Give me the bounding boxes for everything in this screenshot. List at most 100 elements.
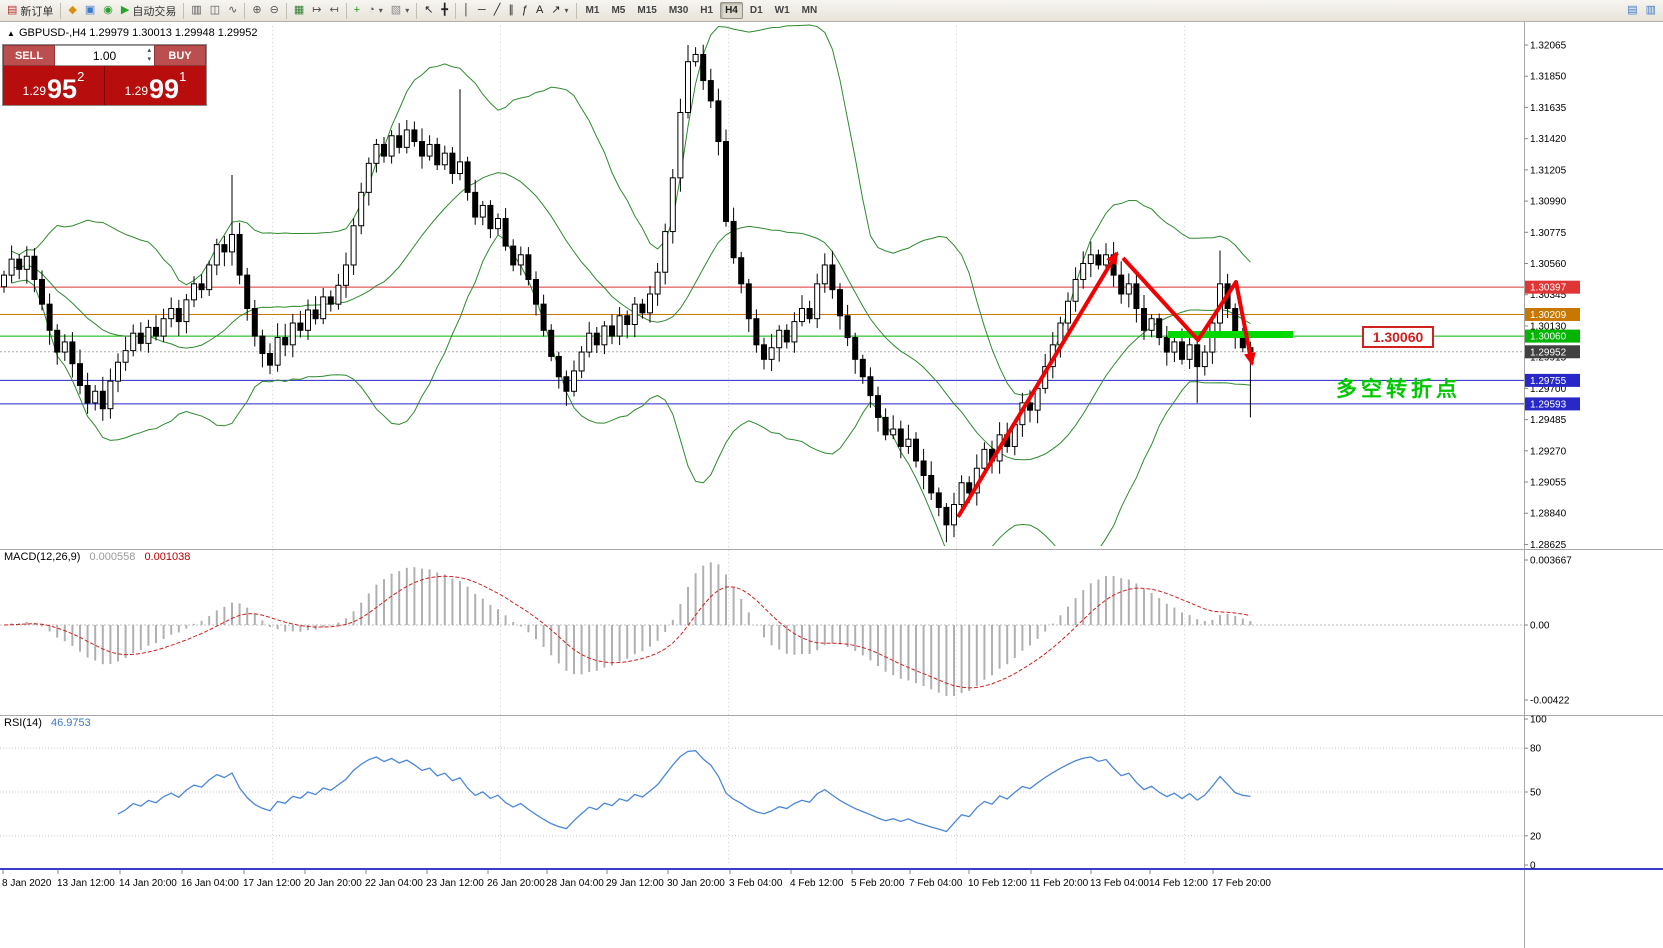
volume-input[interactable]: 1.00 ▴ ▾ [55,45,154,66]
toolbar-separator [285,2,287,19]
svg-text:1.30560: 1.30560 [1530,259,1567,270]
svg-text:1.29700: 1.29700 [1530,384,1567,395]
volume-down-icon[interactable]: ▾ [147,56,151,63]
svg-text:30 Jan 20:00: 30 Jan 20:00 [667,878,725,889]
timeframe-mn-button[interactable]: MN [801,5,818,16]
window-list-button[interactable]: ▥ [1642,2,1660,20]
new-order-button[interactable]: ▤ 新订单 [3,2,57,20]
timeframe-h4-button[interactable]: H4 [720,2,743,19]
toolbar-separator [575,2,577,19]
metaeditor-icon-button[interactable]: ◆ [64,2,80,20]
autotrading-button[interactable]: ▶ 自动交易 [117,2,180,20]
timeframe-m1-button[interactable]: M1 [585,5,600,16]
sell-button[interactable]: SELL [3,45,55,66]
timeframe-d1-button[interactable]: D1 [749,5,763,16]
cursor-button[interactable]: ↖ [420,2,437,20]
arrows-icon: ↗ [551,4,561,16]
svg-text:17 Jan 12:00: 17 Jan 12:00 [243,878,301,889]
svg-text:17 Feb 20:00: 17 Feb 20:00 [1212,878,1271,889]
zoom-out-button[interactable]: ⊖ [266,2,283,20]
candlestick-chart-button[interactable]: ◫ [206,2,224,20]
buy-price-sup: 1 [179,69,187,84]
vertical-line-button[interactable]: │ [459,2,474,20]
periods-button-dropdown-icon[interactable]: ▾ [378,6,383,15]
line-chart-button[interactable]: ∿ [224,2,241,20]
svg-text:1.29593: 1.29593 [1530,399,1567,410]
buy-price-small: 1.29 [124,84,149,98]
svg-text:11 Feb 20:00: 11 Feb 20:00 [1030,878,1089,889]
timeframe-m30-button[interactable]: M30 [668,5,689,16]
toolbar-separator [416,2,418,19]
timeframe-w1-button[interactable]: W1 [774,5,790,16]
buy-button[interactable]: BUY [154,45,206,66]
auto-scroll-icon: ↦ [312,4,322,16]
bar-chart-button[interactable]: ▥ [187,2,205,20]
svg-text:1.30130: 1.30130 [1530,321,1567,332]
templates-button-dropdown-icon[interactable]: ▾ [405,6,410,15]
templates-button[interactable]: ▧ ▾ [387,2,413,20]
turning-point-text: 多空转折点 [1336,378,1461,401]
svg-text:1.29755: 1.29755 [1530,376,1567,387]
toolbar-separator [345,2,347,19]
trade-panel-divider [104,66,105,105]
indicators-button[interactable]: + [350,2,364,20]
fibonacci-button[interactable]: ƒ [518,2,532,20]
toolbar-separator [244,2,246,19]
volume-up-icon[interactable]: ▴ [147,47,151,54]
auto-scroll-button[interactable]: ↦ [308,2,325,20]
chart-window-icon-button[interactable]: ▣ [81,2,99,20]
periods-icon: ◔ [368,4,375,16]
new-order-button-label: 新订单 [20,5,54,18]
tile-windows-button[interactable]: ▦ [290,2,308,20]
svg-text:1.29952: 1.29952 [1530,347,1567,358]
svg-text:14 Feb 12:00: 14 Feb 12:00 [1149,878,1208,889]
svg-text:28 Jan 04:00: 28 Jan 04:00 [546,878,604,889]
market-watch-icon-button[interactable]: ◉ [99,2,117,20]
buy-price[interactable]: 1.29 99 1 [105,66,206,105]
timeframe-m5-button[interactable]: M5 [611,5,626,16]
trade-panel-controls: SELL 1.00 ▴ ▾ BUY [3,45,206,66]
zoom-in-button[interactable]: ⊕ [248,2,265,20]
channel-button[interactable]: ∥ [504,2,518,20]
text-icon: A [535,4,544,16]
svg-text:1.29270: 1.29270 [1530,446,1567,457]
window-restore-button[interactable]: ▤ [1623,2,1641,20]
periods-button[interactable]: ◔ ▾ [364,2,387,20]
chart-shift-button[interactable]: ↤ [325,2,342,20]
svg-text:1.31850: 1.31850 [1530,72,1567,83]
trendline-button[interactable]: ╱ [490,2,505,20]
arrows-button-dropdown-icon[interactable]: ▾ [564,6,569,15]
macd-signal-value: 0.001038 [144,551,191,563]
svg-text:1.30397: 1.30397 [1530,283,1567,294]
arrows-button[interactable]: ↗ ▾ [547,2,572,20]
support-price-annotation[interactable]: 1.30060 [1362,326,1434,348]
main-toolbar: ▤ 新订单 ◆ ▣ ◉ ▶ 自动交易 ▥ ◫ ∿ ⊕ ⊖ ▦ ↦ ↤ + ◔ ▾ ▧ ▾ ↖ ╋ │ ─ ╱ ∥ ƒ A ↗ ▾ M1 M5 M… [0,0,1663,22]
timeframe-h1-button[interactable]: H1 [700,5,714,16]
svg-text:26 Jan 20:00: 26 Jan 20:00 [487,878,545,889]
timeframe-m15-button[interactable]: M15 [637,5,657,16]
cursor-icon: ↖ [424,4,434,16]
toolbar-separator [183,2,185,19]
crosshair-button[interactable]: ╋ [437,2,452,20]
text-button[interactable]: A [532,2,547,20]
sell-price[interactable]: 1.29 95 2 [3,66,104,105]
one-click-trading-panel: SELL 1.00 ▴ ▾ BUY 1.29 95 2 1.29 99 1 [2,44,207,106]
market-watch-icon-icon: ◉ [103,4,113,16]
svg-text:50: 50 [1530,788,1542,799]
svg-text:16 Jan 04:00: 16 Jan 04:00 [181,878,239,889]
horizontal-line-button[interactable]: ─ [474,2,490,20]
svg-text:1.31635: 1.31635 [1530,103,1567,114]
volume-spinner[interactable]: ▴ ▾ [147,47,151,65]
sell-price-big: 95 [47,74,78,105]
trade-panel-collapse-icon[interactable]: ▲ [7,29,15,38]
rsi-title: RSI(14) [4,717,42,729]
svg-text:1.28840: 1.28840 [1530,509,1567,520]
zoom-in-icon: ⊕ [252,4,262,16]
buy-price-big: 99 [149,74,180,105]
svg-text:1.31420: 1.31420 [1530,134,1567,145]
svg-text:-0.00422: -0.00422 [1530,696,1570,707]
svg-text:23 Jan 12:00: 23 Jan 12:00 [426,878,484,889]
sell-price-sup: 2 [77,69,85,84]
volume-value[interactable]: 1.00 [92,48,117,63]
